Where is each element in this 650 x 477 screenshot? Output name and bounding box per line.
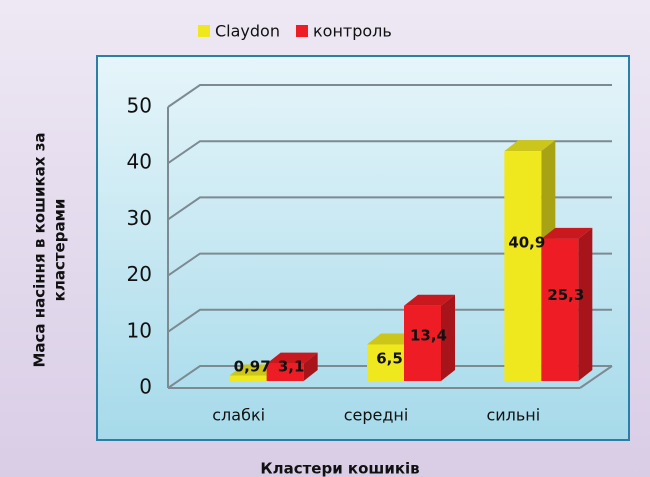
legend-label: контроль (313, 22, 392, 41)
data-label: 0,97 (234, 358, 271, 376)
grid-line (167, 308, 612, 333)
y-axis-title: Маса насіння в кошиках за кластерами (31, 132, 69, 367)
data-label: 6,5 (376, 350, 403, 368)
x-tick-label: сильні (486, 406, 540, 425)
y-tick-label: 0 (139, 375, 152, 399)
bar-side (441, 294, 455, 381)
y-axis-title-line: Маса насіння в кошиках за (31, 132, 49, 367)
bar (541, 238, 579, 381)
bar (367, 344, 404, 381)
bar-side (578, 227, 593, 381)
bar-top (541, 227, 593, 239)
data-label: 25,3 (547, 286, 584, 304)
x-axis-title: Кластери кошиків (260, 460, 419, 477)
y-tick-label: 50 (127, 94, 152, 118)
bar-top (266, 352, 318, 364)
legend-label: Claydon (215, 22, 280, 41)
bar-top (404, 294, 455, 306)
data-label: 13,4 (410, 326, 447, 344)
x-tick-label: середні (344, 406, 409, 425)
bar (504, 151, 542, 381)
y-tick-label: 10 (127, 318, 152, 342)
grid-line (167, 84, 612, 108)
grid-line (167, 365, 612, 389)
x-tick-label: слабкі (212, 406, 265, 425)
legend-swatch (198, 25, 210, 37)
legend-swatch (295, 25, 308, 37)
data-label: 40,9 (508, 234, 545, 252)
bar-top (504, 140, 556, 152)
floor-edge (579, 365, 613, 389)
data-label: 3,1 (278, 358, 305, 376)
grid-line (167, 196, 612, 221)
y-tick-label: 30 (127, 206, 152, 230)
grid-line (167, 252, 612, 277)
bar (229, 375, 267, 381)
bar (404, 305, 441, 381)
y-tick-label: 20 (127, 262, 152, 286)
grid-line (167, 140, 612, 165)
y-tick-label: 40 (127, 150, 152, 174)
bar (266, 363, 304, 381)
y-axis-title-line: кластерами (51, 199, 69, 302)
bar-side (303, 352, 318, 381)
